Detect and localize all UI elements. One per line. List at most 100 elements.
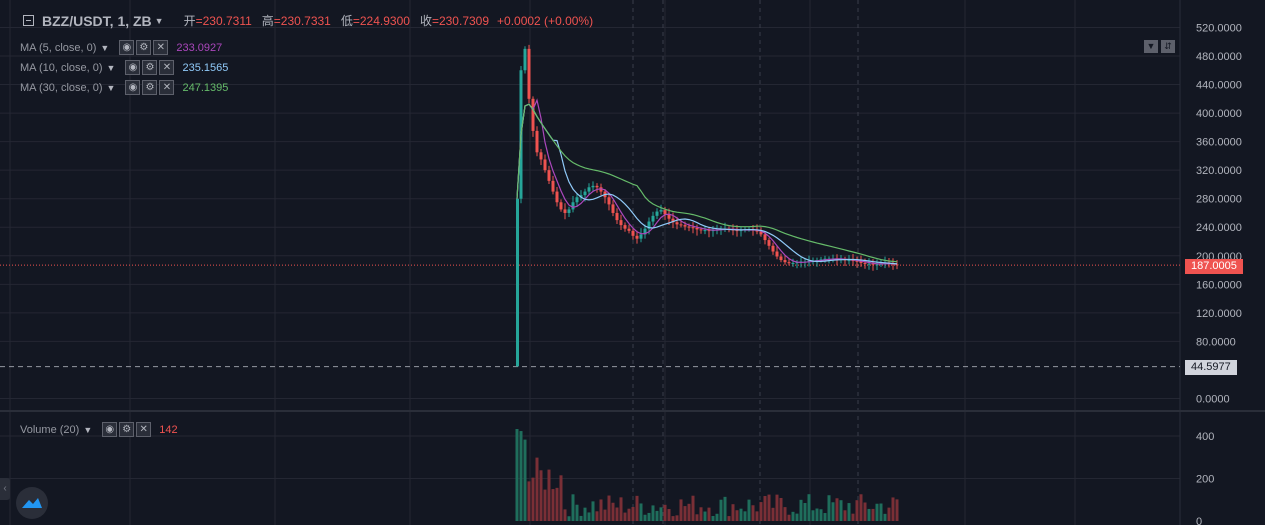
eye-icon[interactable]: ◉ — [125, 60, 141, 75]
candle — [627, 228, 631, 231]
volume-bar — [799, 499, 803, 521]
volume-bar — [863, 502, 867, 521]
tradingview-logo[interactable] — [16, 487, 48, 519]
candle — [895, 264, 899, 266]
candle — [619, 220, 623, 226]
scroll-down-icon[interactable]: ▼ — [1144, 40, 1158, 53]
volume-bar — [603, 509, 607, 521]
volume-legend: Volume (20) ▼ ◉ ⚙ ✕ 142 — [20, 422, 178, 437]
candle — [659, 210, 663, 212]
chevron-down-icon[interactable]: ▼ — [106, 82, 116, 93]
candle — [791, 262, 795, 264]
gear-icon[interactable]: ⚙ — [119, 422, 135, 437]
candle — [635, 235, 639, 239]
volume-bar — [791, 511, 795, 521]
price-tick-label: 160.0000 — [1196, 279, 1242, 291]
price-axis: 0.0000 80.0000 120.0000 160.0000 240.0000 280… — [1196, 22, 1242, 405]
chevron-down-icon[interactable]: ▼ — [83, 424, 93, 435]
candle — [667, 214, 671, 219]
candle — [643, 228, 647, 235]
candle — [583, 191, 587, 196]
last-price-tag: 187.0005 — [1185, 259, 1243, 274]
candle — [691, 227, 695, 229]
candle — [851, 260, 855, 262]
volume-bar — [671, 516, 675, 521]
volume-bar — [635, 495, 639, 521]
low-value: =224.9300 — [352, 13, 410, 28]
close-icon[interactable]: ✕ — [136, 422, 152, 437]
volume-bar — [535, 457, 539, 521]
volume-bar — [703, 511, 707, 521]
candle — [819, 259, 823, 261]
volume-bar — [787, 514, 791, 521]
volume-bar — [879, 503, 883, 521]
candle — [675, 222, 679, 225]
close-icon[interactable]: ✕ — [159, 60, 175, 75]
volume-bar — [547, 469, 551, 521]
volume-bar — [727, 516, 731, 521]
chevron-left-icon[interactable]: ‹ — [0, 478, 10, 500]
symbol-title[interactable]: BZZ/USDT, 1, ZB — [42, 12, 152, 29]
eye-icon[interactable]: ◉ — [125, 80, 141, 95]
volume-bar — [571, 494, 575, 521]
candle — [563, 209, 567, 213]
volume-bar — [575, 504, 579, 521]
gear-icon[interactable]: ⚙ — [142, 80, 158, 95]
sort-icon[interactable]: ⇵ — [1161, 40, 1175, 53]
candle — [595, 185, 599, 188]
ohlc-legend: BZZ/USDT, 1, ZB ▼ 开 =230.7311 高 =230.7331 … — [42, 12, 593, 29]
gear-icon[interactable]: ⚙ — [136, 40, 152, 55]
volume-bar — [807, 494, 811, 521]
gear-icon[interactable]: ⚙ — [142, 60, 158, 75]
volume-bar — [771, 507, 775, 521]
volume-bar — [567, 516, 571, 521]
volume-bar — [619, 497, 623, 521]
volume-bar — [539, 470, 543, 521]
close-icon[interactable]: ✕ — [153, 40, 169, 55]
volume-bar — [587, 512, 591, 521]
candle — [679, 224, 683, 226]
volume-bar — [555, 487, 559, 521]
candle — [631, 230, 635, 236]
volume-bar — [895, 499, 899, 521]
candle — [531, 98, 535, 131]
volume-bar — [763, 496, 767, 521]
candle — [875, 264, 879, 266]
candle — [867, 263, 871, 265]
candle — [859, 261, 863, 263]
volume-bar — [623, 512, 627, 521]
volume-bar — [543, 489, 547, 521]
volume-bar — [723, 496, 727, 521]
chevron-down-icon[interactable]: ▼ — [154, 15, 164, 26]
volume-bar — [563, 509, 567, 521]
chevron-down-icon[interactable]: ▼ — [106, 62, 116, 73]
chevron-down-icon[interactable]: ▼ — [100, 42, 110, 53]
candle — [703, 230, 707, 232]
candle — [855, 260, 859, 262]
candle — [767, 240, 771, 246]
candle — [571, 202, 575, 210]
volume-bar — [607, 495, 611, 521]
close-icon[interactable]: ✕ — [159, 80, 175, 95]
volume-value: 142 — [159, 423, 178, 436]
volume-bar — [631, 506, 635, 521]
candle — [823, 258, 827, 260]
eye-icon[interactable]: ◉ — [119, 40, 135, 55]
candle — [567, 209, 571, 213]
collapse-icon[interactable] — [23, 15, 34, 26]
candle — [607, 197, 611, 205]
volume-bar — [867, 508, 871, 521]
volume-bar — [875, 503, 879, 521]
volume-bar — [643, 514, 647, 521]
candle — [739, 230, 743, 232]
volume-bar — [687, 503, 691, 521]
volume-label: Volume (20) — [20, 423, 80, 436]
candle — [663, 210, 667, 215]
eye-icon[interactable]: ◉ — [102, 422, 118, 437]
volume-bar — [647, 512, 651, 521]
volume-bar — [891, 497, 895, 521]
high-value: =230.7331 — [273, 13, 331, 28]
